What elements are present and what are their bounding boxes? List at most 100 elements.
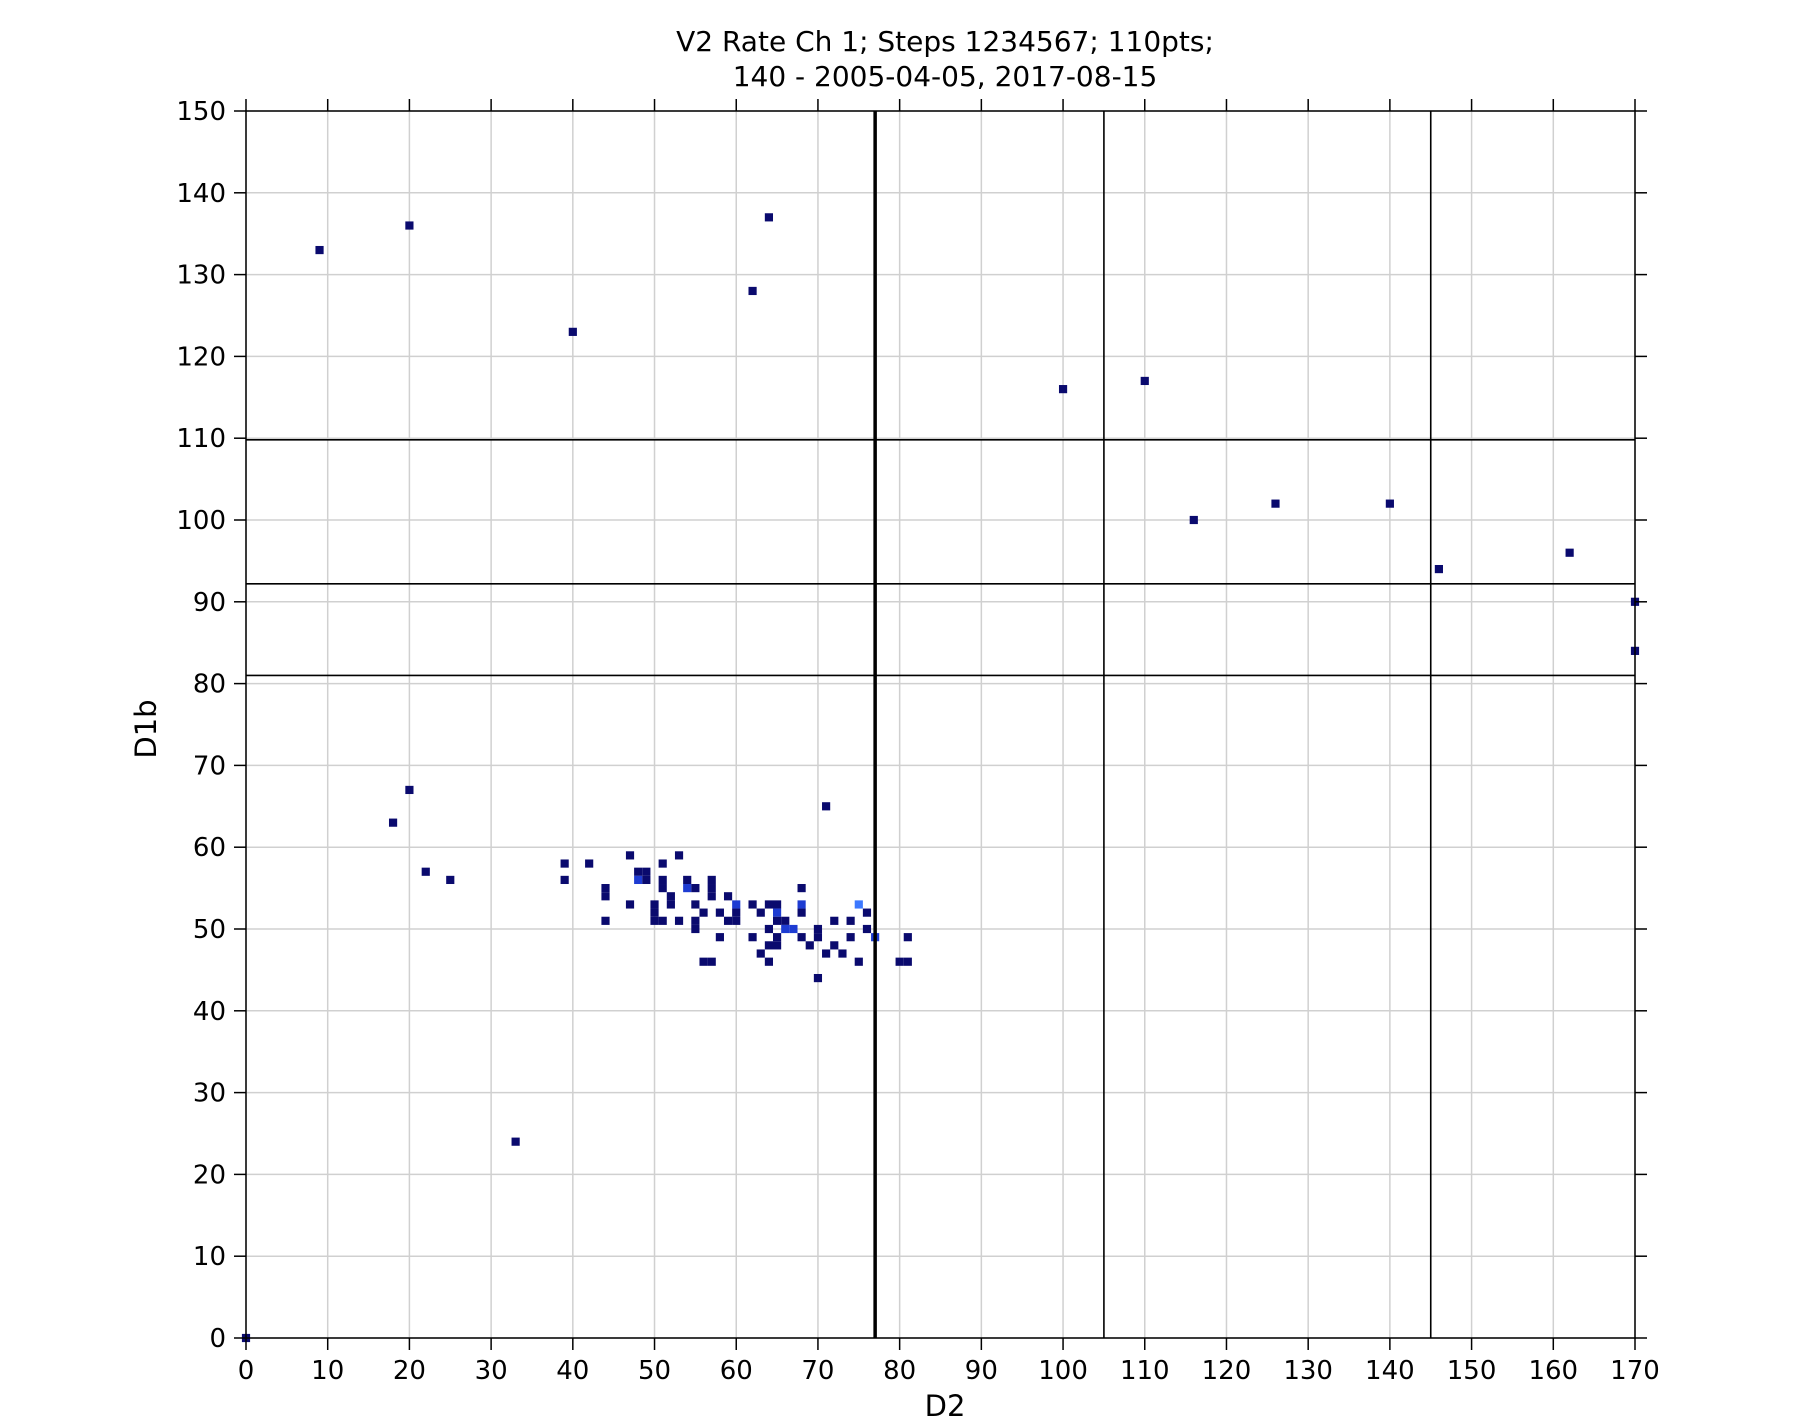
y-tick-label: 50 (193, 915, 226, 945)
data-cell (1434, 564, 1443, 574)
data-cell (666, 892, 675, 901)
data-cell (748, 286, 757, 296)
data-cell (666, 900, 675, 909)
grid-lines (245, 110, 1636, 1339)
x-tick-label: 110 (1120, 1356, 1170, 1386)
y-tick-label: 20 (193, 1160, 226, 1190)
axis-ticks: 0 10 20 30 40 50 60 70 80 90 100 110 120 130 140 150 160… (176, 97, 1659, 1386)
data-cell (773, 941, 782, 950)
data-cell (805, 941, 814, 950)
data-cell (585, 859, 594, 868)
data-cell (446, 875, 455, 885)
data-cell (797, 933, 806, 942)
data-cell (723, 916, 733, 925)
data-cell (854, 957, 863, 966)
data-cell (658, 916, 667, 925)
data-cell (715, 933, 724, 942)
data-cell (748, 933, 757, 942)
data-cell (674, 851, 684, 860)
chart-title-line-2: 140 - 2005-04-05, 2017-08-15 (733, 60, 1158, 93)
data-cell (707, 892, 716, 901)
data-cell (707, 957, 716, 966)
data-cell (789, 924, 798, 934)
x-axis-label: D2 (925, 1389, 966, 1423)
data-cell (650, 916, 659, 925)
y-tick-label: 110 (176, 424, 226, 454)
data-cell (642, 875, 651, 885)
data-cell (764, 900, 774, 909)
data-cell (773, 900, 782, 909)
data-cell (838, 949, 847, 958)
data-cell (560, 859, 569, 868)
data-cell (797, 884, 806, 893)
data-cell (862, 908, 872, 917)
x-tick-label: 70 (801, 1356, 834, 1386)
data-cell (421, 867, 430, 876)
data-cell (691, 924, 700, 934)
data-cell (634, 867, 643, 876)
data-cell (846, 916, 855, 925)
data-cell (405, 221, 414, 230)
data-cell (822, 949, 831, 958)
data-cell (781, 924, 790, 934)
y-axis-label: D1b (129, 699, 163, 758)
data-cell (568, 327, 577, 336)
data-cell (1565, 548, 1574, 557)
data-cell (748, 900, 757, 909)
data-cell (691, 900, 700, 909)
data-cell (773, 933, 782, 942)
data-cell (691, 916, 700, 925)
data-cell (781, 916, 790, 925)
x-tick-label: 0 (238, 1356, 255, 1386)
data-cell (1385, 499, 1394, 508)
data-cell (773, 916, 782, 925)
data-cell (674, 916, 684, 925)
data-cell (732, 900, 741, 909)
data-cell (764, 957, 774, 966)
x-tick-label: 80 (883, 1356, 916, 1386)
data-cell (405, 785, 414, 795)
x-tick-label: 40 (556, 1356, 589, 1386)
data-cell (650, 908, 659, 917)
data-cell (813, 933, 823, 942)
y-tick-label: 80 (193, 670, 226, 700)
data-cell (601, 892, 610, 901)
data-cell (764, 924, 774, 934)
data-cell (658, 884, 667, 893)
data-cell (813, 973, 823, 983)
data-cell (732, 916, 741, 925)
data-cell (830, 916, 839, 925)
data-cell (1140, 376, 1149, 386)
y-tick-label: 70 (193, 751, 226, 781)
chart-title-line-1: V2 Rate Ch 1; Steps 1234567; 110pts; (676, 25, 1214, 58)
x-tick-label: 150 (1447, 1356, 1497, 1386)
data-cell (903, 933, 912, 942)
reference-lines (246, 111, 1635, 1338)
data-cell (732, 908, 741, 917)
data-cell (625, 900, 635, 909)
data-cell (642, 867, 651, 876)
data-cell (601, 916, 610, 925)
data-cell (634, 875, 643, 885)
y-tick-label: 30 (193, 1079, 226, 1109)
data-cell (658, 859, 667, 868)
y-tick-label: 40 (193, 997, 226, 1027)
data-cell (683, 884, 692, 893)
data-cell (511, 1137, 520, 1146)
data-cell (625, 851, 635, 860)
data-cell (691, 884, 700, 893)
data-cell (773, 908, 782, 917)
data-cell (699, 957, 708, 966)
y-tick-label: 130 (176, 261, 226, 291)
data-cell (723, 892, 733, 901)
data-cell (895, 957, 904, 966)
data-cell (1189, 515, 1198, 525)
x-tick-label: 50 (638, 1356, 671, 1386)
data-cell (388, 818, 398, 827)
data-cell (764, 213, 774, 222)
x-tick-label: 20 (393, 1356, 426, 1386)
data-cell (797, 900, 806, 909)
data-cell (650, 900, 659, 909)
data-cell (601, 884, 610, 893)
